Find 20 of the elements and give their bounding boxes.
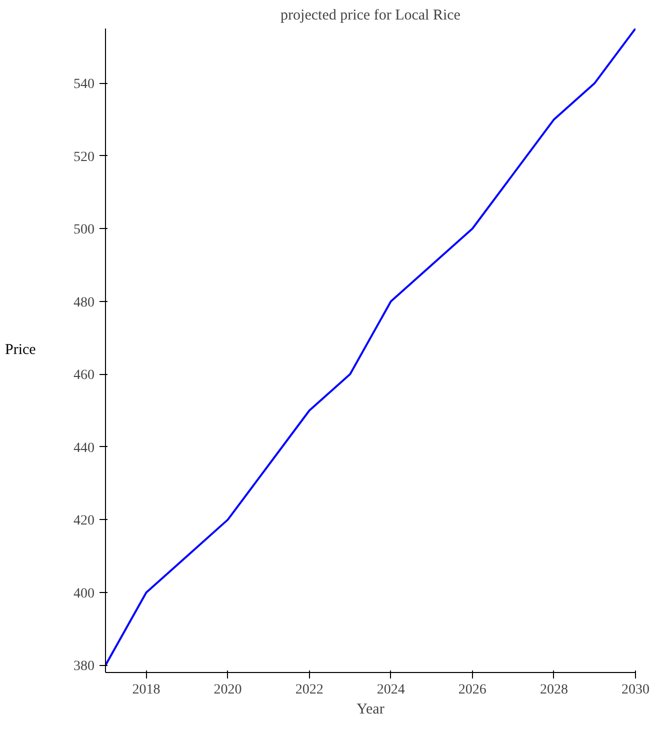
y-tick-label: 400 [74,586,94,602]
y-tick-label: 540 [74,77,94,92]
y-tick-label: 460 [74,368,94,384]
x-tick-label: 2028 [540,682,568,698]
line-series [106,28,636,666]
y-tick-label: 420 [74,514,94,529]
y-tick-label: 480 [74,295,94,310]
y-tick-label: 520 [74,150,94,165]
x-tick-label: 2020 [214,682,242,698]
x-tick-label: 2024 [376,682,405,698]
chart-title: projected price for Local Rice [280,8,461,24]
x-axis-title: Year [356,702,384,718]
x-tick-label: 2026 [458,682,486,698]
x-tick-label: 2018 [132,682,160,698]
y-axis-title: Price [5,341,36,360]
y-tick-label: 380 [74,659,94,674]
x-tick-label: 2022 [295,682,324,698]
y-tick-label: 500 [74,222,94,238]
y-tick-label: 440 [74,440,94,456]
x-tick-label: 2030 [622,682,650,698]
